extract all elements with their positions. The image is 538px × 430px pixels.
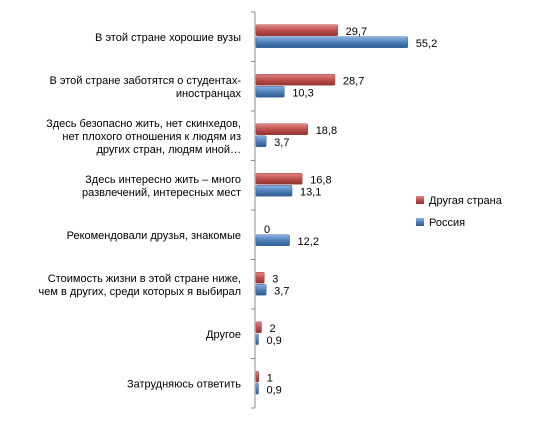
bar-russia: [255, 284, 267, 296]
category-label-line: других стран, людям иной…: [97, 144, 242, 156]
category-label-line: Затрудняюсь ответить: [127, 378, 241, 390]
category-label-line: Другое: [206, 329, 241, 341]
category-label: Другое: [206, 329, 241, 341]
bar-russia: [255, 234, 290, 246]
data-label: 29,7: [346, 26, 367, 38]
category-label: Здесь интересно жить – много развлечений,…: [82, 174, 241, 199]
category-label-line: Здесь безопасно жить, нет скинхедов,: [46, 118, 241, 130]
data-label: 1: [267, 372, 273, 384]
data-label: 0: [264, 224, 270, 236]
bar-russia: [255, 36, 409, 48]
bar-other-country: [255, 371, 259, 383]
data-label: 0,9: [266, 335, 281, 347]
data-label: 3,7: [274, 285, 289, 297]
legend-label: Россия: [429, 217, 465, 229]
category-label: Стоимость жизни в этой стране ниже, чем в…: [39, 273, 241, 298]
bar-russia: [255, 135, 267, 147]
data-label: 3: [272, 273, 278, 285]
data-label: 18,8: [316, 125, 337, 137]
category-label-line: Здесь интересно жить – много: [85, 174, 241, 186]
category-label-line: чем в других, среди которых я выбирал: [39, 286, 241, 298]
category-label-line: Стоимость жизни в этой стране ниже,: [48, 273, 241, 285]
data-label: 2: [270, 323, 276, 335]
data-label: 0,9: [266, 384, 281, 396]
category-label-line: В этой стране заботятся о студентах-: [49, 75, 241, 87]
category-label-line: нет плохого отношения к людям из: [62, 131, 241, 143]
data-label: 16,8: [310, 174, 331, 186]
legend-swatch-other-country: [416, 196, 424, 204]
category-label: В этой стране заботятся о студентах-инос…: [49, 75, 241, 100]
bar-other-country: [255, 272, 265, 284]
data-label: 3,7: [274, 137, 289, 149]
category-label-line: развлечений, интересных мест: [82, 187, 241, 199]
data-label: 12,2: [298, 236, 319, 248]
bar-other-country: [255, 74, 336, 86]
bar-other-country: [255, 173, 303, 185]
legend-swatch-russia: [416, 218, 424, 226]
bar-russia: [255, 333, 259, 345]
data-label: 28,7: [343, 75, 364, 87]
bar-other-country: [255, 123, 308, 135]
legend-label: Другая страна: [429, 195, 503, 207]
data-label: 10,3: [292, 87, 313, 99]
category-label: Здесь безопасно жить, нет скинхедов, нет …: [46, 118, 241, 156]
bar-other-country: [255, 24, 338, 36]
category-label: В этой стране хорошие вузы: [95, 32, 241, 44]
bar-russia: [255, 185, 293, 197]
data-label: 13,1: [300, 186, 321, 198]
bar-russia: [255, 383, 259, 395]
category-label-line: В этой стране хорошие вузы: [95, 32, 241, 44]
category-label: Рекомендовали друзья, знакомые: [67, 230, 241, 242]
category-label-line: иностранцах: [176, 88, 242, 100]
data-label: 55,2: [416, 38, 437, 50]
bar-other-country: [255, 321, 262, 333]
category-label: Затрудняюсь ответить: [127, 378, 241, 390]
bar-russia: [255, 86, 285, 98]
category-label-line: Рекомендовали друзья, знакомые: [67, 230, 241, 242]
